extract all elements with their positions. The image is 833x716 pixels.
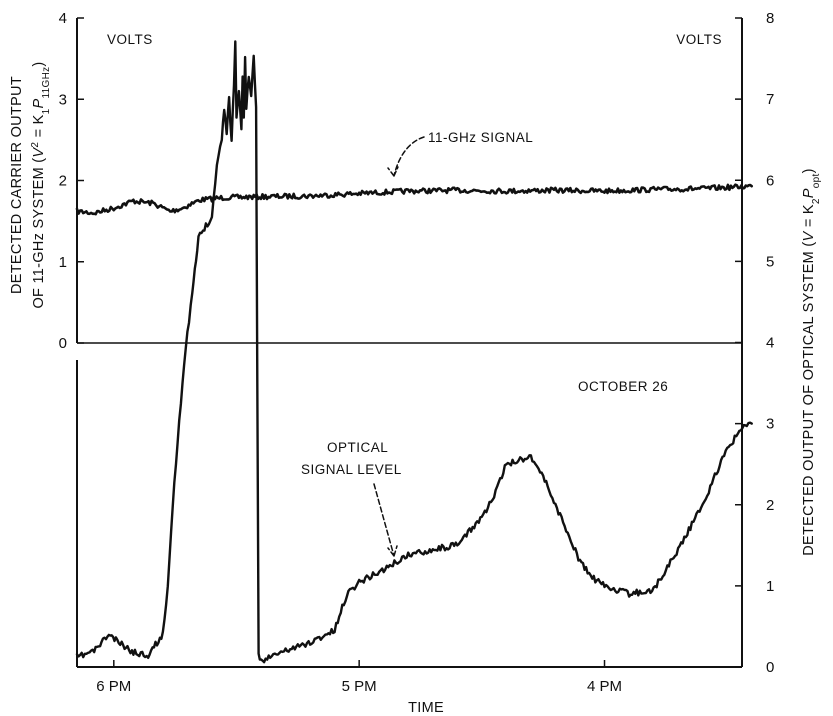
annotation-date: OCTOBER 26 <box>578 379 668 394</box>
x-tick-label: 5 PM <box>342 678 377 695</box>
annotation-arrow-11ghz <box>387 136 425 177</box>
axis-title-part: V <box>31 147 47 158</box>
right-tick-label: 3 <box>766 416 774 433</box>
right-tick-label: 4 <box>766 335 774 352</box>
axis-title-part: V <box>801 230 817 241</box>
axis-title-part: 2 <box>811 198 822 204</box>
x-tick-label: 4 PM <box>587 678 622 695</box>
y-axis-left-title-line1: DETECTED CARRIER OUTPUT <box>9 76 25 294</box>
right-tick-label: 7 <box>766 91 774 108</box>
axis-title-part: OF 11-GHz SYSTEM ( <box>31 158 47 309</box>
x-axis: 6 PM 5 PM 4 PM <box>96 660 622 695</box>
annotation-optical-line2: SIGNAL LEVEL <box>301 462 402 477</box>
annotation-arrow-optical <box>373 483 398 557</box>
axis-title-part: P <box>31 98 47 108</box>
left-tick-label: 4 <box>59 10 67 27</box>
series-line-11ghz <box>75 183 753 216</box>
plot-frame <box>76 18 743 668</box>
right-tick-label: 8 <box>766 10 774 27</box>
right-tick-label: 5 <box>766 253 774 270</box>
left-unit-label: VOLTS <box>107 32 153 47</box>
annotation-optical-line1: OPTICAL <box>327 440 388 455</box>
axis-title-part: = K <box>801 204 817 231</box>
annotation-11ghz-signal: 11-GHz SIGNAL <box>428 130 533 145</box>
axis-title-part: ) <box>801 168 817 173</box>
left-tick-label: 0 <box>59 335 67 352</box>
axis-title-part: = K <box>31 114 47 141</box>
right-tick-label: 6 <box>766 172 774 189</box>
axis-title-part: ) <box>31 61 47 66</box>
y-axis-right-title: DETECTED OUTPUT OF OPTICAL SYSTEM (V = K… <box>801 168 822 555</box>
axis-title-part: 2 <box>30 142 41 148</box>
x-axis-title: TIME <box>408 700 444 716</box>
series-line-optical <box>75 40 753 664</box>
left-axis: 0 1 2 3 4 <box>59 10 84 352</box>
right-tick-label: 1 <box>766 578 774 595</box>
axis-title-part: 11GHz <box>41 67 52 99</box>
axis-title-part: DETECTED OUTPUT OF OPTICAL SYSTEM ( <box>801 241 817 555</box>
right-unit-label: VOLTS <box>676 32 722 47</box>
x-tick-label: 6 PM <box>96 678 131 695</box>
right-axis: 0 1 2 3 4 5 6 7 8 <box>735 10 774 676</box>
axis-title-part: P <box>801 188 817 198</box>
left-tick-label: 1 <box>59 254 67 271</box>
y-axis-left-title-line2: OF 11-GHz SYSTEM (V2 = K1P11GHz) <box>30 61 52 308</box>
axis-title-part: 1 <box>41 108 52 114</box>
right-tick-label: 0 <box>766 659 774 676</box>
left-tick-label: 2 <box>59 173 67 190</box>
left-tick-label: 3 <box>59 91 67 108</box>
right-tick-label: 2 <box>766 497 774 514</box>
axis-title-part: opt <box>811 173 822 188</box>
